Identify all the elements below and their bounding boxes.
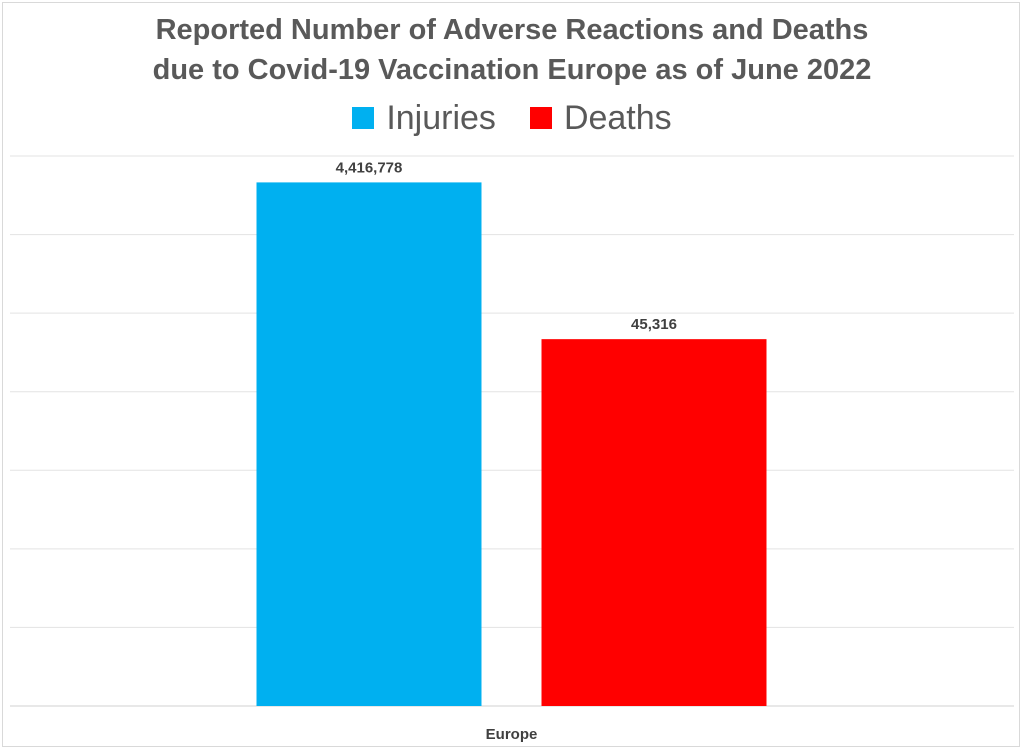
bar-deaths xyxy=(541,339,767,706)
legend-swatch-deaths xyxy=(529,107,552,129)
legend-item-deaths: Deaths xyxy=(529,96,672,140)
chart-legend: Injuries Deaths xyxy=(0,96,1024,140)
bar-injuries xyxy=(256,182,482,706)
legend-label-deaths: Deaths xyxy=(563,99,672,137)
legend-swatch-injuries xyxy=(352,107,375,129)
chart-title-line-1: Reported Number of Adverse Reactions and… xyxy=(155,14,869,46)
legend-label-injuries: Injuries xyxy=(386,99,496,137)
legend-item-injuries: Injuries xyxy=(352,96,496,140)
data-label-deaths: 45,316 xyxy=(631,316,677,333)
x-axis-category-label: Europe xyxy=(486,726,538,743)
data-label-injuries: 4,416,778 xyxy=(336,159,403,176)
chart-title-line-2: due to Covid-19 Vaccination Europe as of… xyxy=(152,54,872,86)
